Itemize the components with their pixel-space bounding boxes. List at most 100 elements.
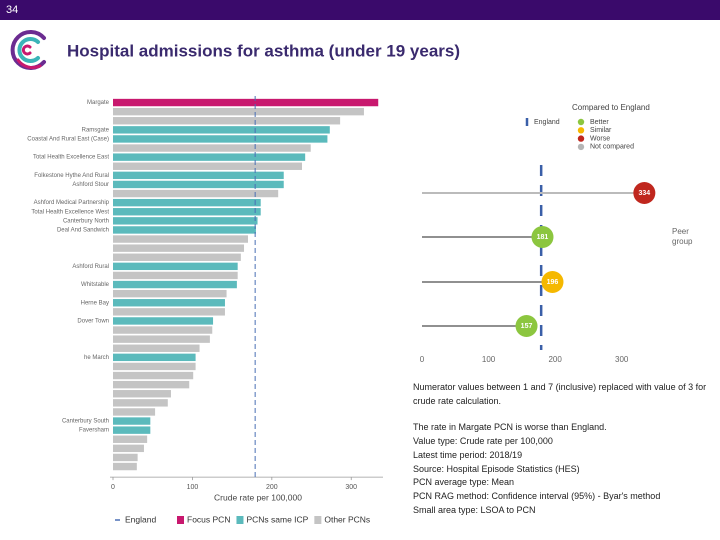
legend-title: Compared to England: [572, 103, 650, 112]
bar: [113, 189, 279, 198]
bar: [113, 153, 306, 161]
y-tick-label: Faversham: [79, 428, 109, 434]
bar: [113, 326, 213, 334]
x-tick-label: 300: [615, 355, 629, 364]
x-tick-label: 0: [420, 355, 425, 364]
bar: [113, 98, 379, 107]
y-tick-label: he March: [84, 355, 109, 361]
legend-swatch: [236, 516, 244, 524]
y-tick-label: Ashford Stour: [72, 182, 109, 188]
bar: [113, 353, 196, 362]
y-tick-label: Ashford Medical Partnership: [34, 200, 110, 206]
bar: [113, 198, 261, 207]
y-tick-label: Whitstable: [81, 282, 110, 288]
bar: [113, 444, 144, 453]
bar: [113, 299, 225, 307]
y-tick-label: Dover Town: [77, 319, 109, 325]
note: PCN average type: Mean: [413, 477, 515, 488]
bar: [113, 271, 238, 280]
bar: [113, 344, 200, 352]
bar: [113, 280, 237, 289]
dot-label: 157: [521, 323, 533, 330]
bar: [113, 180, 284, 189]
bar: [113, 417, 151, 425]
y-tick-label: Canterbury South: [62, 419, 109, 425]
note: Source: Hospital Episode Statistics (HES…: [413, 463, 580, 474]
bar: [113, 308, 225, 316]
legend-swatch: [577, 135, 585, 142]
y-tick-label: Ramsgate: [82, 127, 110, 133]
bar: [113, 226, 256, 234]
legend-label: Better: [590, 119, 609, 126]
dot-label: 334: [639, 190, 651, 197]
note: PCN RAG method: Confidence interval (95%…: [413, 490, 661, 501]
legend-label: Worse: [590, 135, 610, 142]
y-tick-label: Deal And Sandwich: [57, 228, 109, 234]
dot: [541, 271, 564, 293]
page-number: 34: [6, 4, 18, 16]
y-tick-label: Margate: [87, 100, 110, 106]
note: Small area type: LSOA to PCN: [413, 504, 536, 515]
x-tick-label: 0: [111, 484, 115, 491]
bar: [113, 462, 137, 471]
note: Numerator values between 1 and 7 (inclus…: [413, 382, 707, 406]
legend-label: Similar: [590, 127, 612, 134]
dot: [531, 226, 554, 248]
bar: [113, 408, 156, 416]
legend-label: England: [534, 119, 560, 126]
bar: [113, 317, 214, 325]
bar: [113, 390, 171, 398]
bar: [113, 235, 248, 243]
bar: [113, 289, 227, 298]
legend-swatch: [577, 118, 585, 126]
x-tick-label: 200: [548, 355, 562, 364]
bar: [113, 253, 241, 261]
note: The rate in Margate PCN is worse than En…: [413, 422, 607, 433]
top-bar: [0, 0, 720, 20]
legend-swatch: [177, 516, 184, 524]
y-tick-label: Canterbury North: [63, 218, 109, 224]
x-tick-label: 100: [482, 355, 496, 364]
bar: [113, 107, 364, 116]
bar: [113, 162, 302, 170]
legend-swatch: [577, 127, 585, 134]
bar: [113, 362, 196, 371]
dot-label: 196: [547, 279, 559, 286]
bar: [113, 426, 151, 434]
bar: [113, 217, 258, 225]
bar: [113, 380, 190, 389]
legend-label: Focus PCN: [187, 514, 230, 524]
legend-label: England: [125, 514, 156, 524]
y-tick-label: Ashford Rural: [72, 264, 109, 270]
notes: Numerator values between 1 and 7 (inclus…: [413, 381, 713, 517]
legend-label: PCNs same ICP: [246, 514, 308, 524]
logo: [10, 30, 46, 70]
legend-label: Not compared: [590, 144, 634, 151]
y-tick-label: Coastal And Rural East (Case): [27, 137, 109, 143]
dot: [515, 315, 538, 337]
slide-title: Hospital admissions for asthma (under 19…: [67, 41, 460, 60]
dot: [633, 182, 656, 204]
x-axis-title: Crude rate per 100,000: [214, 492, 302, 502]
bar: [113, 371, 194, 380]
legend-label: Other PCNs: [324, 514, 370, 524]
bar: [113, 171, 284, 180]
dot-label: 181: [537, 234, 549, 241]
x-tick-label: 100: [187, 484, 199, 491]
y-tick-label: Herne Bay: [81, 300, 109, 306]
x-tick-label: 300: [345, 484, 357, 491]
bar: [113, 335, 210, 343]
y-tick-label: Total Health Excellence East: [33, 155, 109, 161]
y-tick-label: Folkestone Hythe And Rural: [34, 173, 109, 179]
legend-swatch: [577, 143, 585, 151]
bar: [113, 435, 148, 443]
bar: [113, 262, 238, 271]
bar: [113, 453, 138, 462]
category-label: Peer group: [672, 227, 693, 246]
bar: [113, 244, 245, 252]
y-tick-label: Total Health Excellence West: [31, 209, 109, 215]
bar: [113, 117, 341, 125]
bar: [113, 144, 311, 152]
